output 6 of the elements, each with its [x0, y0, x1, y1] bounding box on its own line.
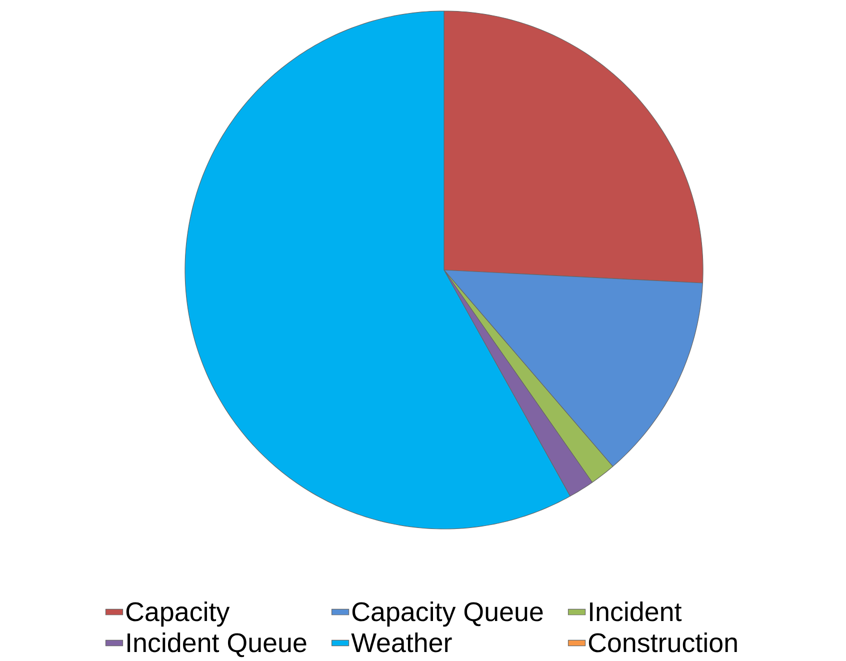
- legend-label: Capacity: [126, 602, 230, 627]
- legend-label: Incident: [590, 602, 682, 622]
- legend-label: Construction: [588, 632, 737, 652]
- legend-label: Incident Queue: [128, 632, 306, 658]
- legend-label: Weather: [351, 632, 452, 652]
- legend-label: Capacity Queue: [352, 602, 543, 627]
